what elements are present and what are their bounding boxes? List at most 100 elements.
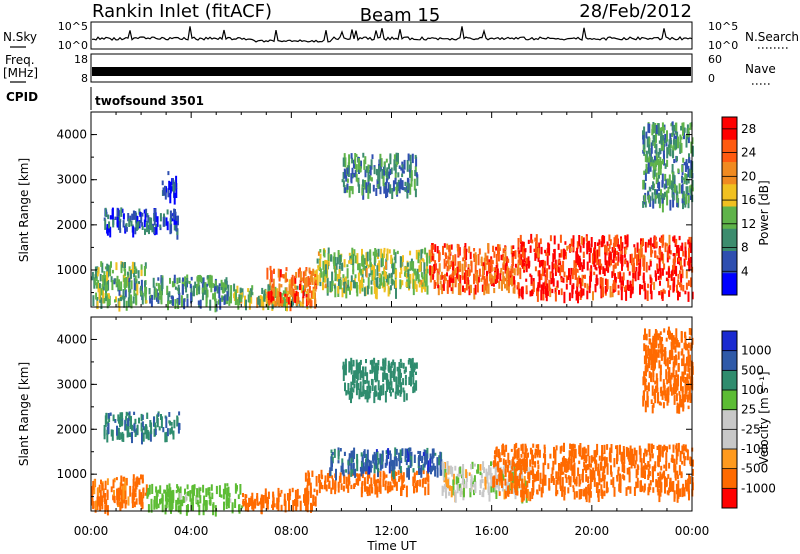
data-cell-1 — [131, 431, 133, 444]
data-cell-10 — [674, 184, 677, 193]
data-cell-6 — [514, 263, 517, 268]
data-cell-7 — [628, 466, 631, 476]
data-cell-7 — [570, 452, 573, 464]
data-cell-7 — [500, 469, 503, 480]
data-cell-7 — [589, 487, 592, 496]
data-cell-9 — [369, 183, 371, 194]
data-cell-7 — [632, 257, 635, 263]
data-cell-4 — [366, 486, 369, 494]
data-cell-3 — [284, 287, 287, 299]
data-cell-10 — [650, 162, 653, 167]
data-cell-0 — [104, 504, 107, 514]
data-cell-7 — [688, 490, 690, 501]
data-cell-7 — [687, 239, 690, 245]
data-cell-8 — [397, 370, 400, 376]
data-cell-0 — [133, 273, 136, 278]
data-cell-7 — [638, 445, 641, 455]
data-cell-7 — [689, 456, 692, 465]
data-cell-0 — [123, 284, 126, 288]
y-tick-label: 3000 — [56, 377, 87, 391]
data-cell-6 — [459, 466, 462, 474]
data-cell-10 — [642, 135, 645, 145]
data-cell-9 — [685, 384, 688, 394]
data-cell-8 — [399, 392, 402, 397]
data-cell-7 — [691, 482, 694, 491]
data-cell-7 — [560, 288, 563, 296]
data-cell-7 — [573, 462, 576, 467]
data-cell-6 — [429, 265, 432, 276]
data-cell-6 — [490, 461, 492, 467]
data-cell-1 — [109, 226, 112, 238]
data-cell-2 — [193, 484, 196, 490]
data-cell-6 — [429, 272, 432, 283]
data-cell-9 — [660, 340, 663, 350]
data-cell-5 — [369, 249, 372, 260]
data-cell-6 — [430, 252, 432, 263]
data-cell-5 — [380, 274, 383, 286]
data-cell-7 — [579, 446, 582, 457]
data-cell-9 — [369, 175, 372, 181]
data-cell-5 — [363, 287, 366, 297]
data-cell-4 — [299, 271, 302, 281]
data-cell-7 — [621, 285, 624, 289]
data-cell-9 — [348, 186, 351, 198]
data-cell-5 — [387, 448, 390, 459]
data-cell-9 — [689, 344, 692, 351]
data-cell-7 — [559, 234, 562, 243]
data-cell-8 — [172, 178, 174, 184]
data-cell-10 — [673, 159, 676, 164]
data-cell-0 — [145, 484, 148, 493]
data-cell-10 — [682, 201, 684, 210]
data-cell-5 — [360, 268, 363, 276]
data-cell-7 — [621, 242, 624, 249]
data-cell-7 — [592, 467, 595, 474]
data-cell-4 — [288, 279, 291, 286]
data-cell-9 — [403, 159, 406, 170]
data-cell-7 — [609, 451, 612, 455]
data-cell-8 — [409, 376, 412, 384]
data-cell-4 — [328, 480, 331, 489]
data-cell-3 — [295, 500, 298, 512]
data-cell-6 — [439, 281, 442, 284]
data-cell-5 — [381, 282, 384, 289]
data-cell-7 — [653, 237, 656, 249]
data-cell-1 — [154, 422, 157, 427]
data-cell-9 — [690, 328, 693, 336]
data-cell-7 — [530, 233, 533, 243]
data-cell-9 — [379, 186, 382, 195]
data-cell-7 — [628, 271, 631, 276]
data-cell-3 — [240, 294, 243, 302]
data-cell-9 — [414, 154, 417, 159]
data-cell-7 — [644, 463, 647, 470]
data-cell-7 — [637, 271, 640, 281]
data-cell-6 — [493, 251, 496, 258]
data-cell-5 — [406, 467, 409, 478]
data-cell-0 — [91, 276, 94, 281]
data-cell-7 — [604, 252, 607, 263]
data-cell-4 — [286, 278, 289, 282]
data-cell-2 — [200, 275, 202, 282]
data-cell-7 — [631, 279, 634, 291]
data-cell-9 — [667, 372, 670, 384]
data-cell-7 — [583, 461, 586, 467]
data-cell-7 — [578, 460, 581, 465]
data-cell-2 — [209, 496, 212, 501]
data-cell-7 — [594, 284, 597, 293]
data-cell-7 — [595, 449, 598, 458]
data-cell-7 — [655, 273, 657, 282]
data-cell-7 — [577, 292, 579, 304]
data-cell-7 — [538, 260, 541, 268]
data-cell-10 — [649, 187, 652, 192]
data-cell-4 — [415, 470, 418, 476]
data-cell-10 — [673, 124, 676, 132]
data-cell-1 — [149, 430, 152, 442]
data-cell-7 — [625, 487, 628, 496]
data-cell-3 — [268, 283, 271, 290]
data-cell-8 — [371, 379, 374, 391]
data-cell-7 — [562, 277, 565, 283]
data-cell-2 — [218, 283, 221, 287]
data-cell-7 — [615, 445, 617, 450]
data-cell-10 — [664, 163, 667, 169]
data-cell-7 — [606, 481, 608, 492]
data-cell-5 — [330, 453, 333, 458]
